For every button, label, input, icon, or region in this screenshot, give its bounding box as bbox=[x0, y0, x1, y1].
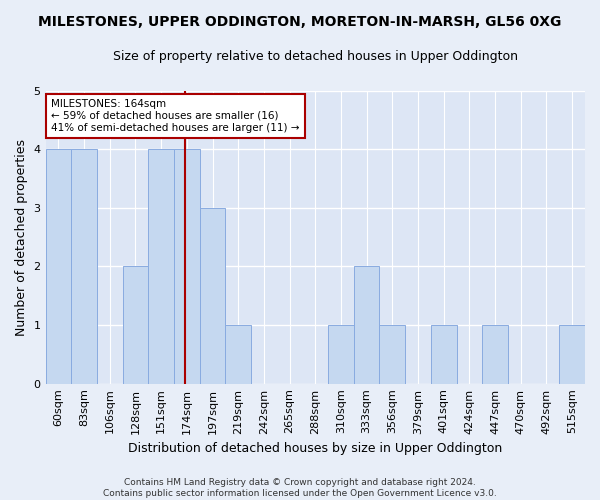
Bar bbox=[559, 325, 585, 384]
Bar bbox=[482, 325, 508, 384]
Bar bbox=[46, 149, 71, 384]
X-axis label: Distribution of detached houses by size in Upper Oddington: Distribution of detached houses by size … bbox=[128, 442, 502, 455]
Bar bbox=[148, 149, 174, 384]
Bar bbox=[379, 325, 405, 384]
Bar bbox=[174, 149, 200, 384]
Bar bbox=[431, 325, 457, 384]
Y-axis label: Number of detached properties: Number of detached properties bbox=[15, 138, 28, 336]
Bar bbox=[226, 325, 251, 384]
Bar bbox=[200, 208, 226, 384]
Title: Size of property relative to detached houses in Upper Oddington: Size of property relative to detached ho… bbox=[113, 50, 518, 63]
Bar bbox=[71, 149, 97, 384]
Text: MILESTONES: 164sqm
← 59% of detached houses are smaller (16)
41% of semi-detache: MILESTONES: 164sqm ← 59% of detached hou… bbox=[51, 100, 299, 132]
Text: MILESTONES, UPPER ODDINGTON, MORETON-IN-MARSH, GL56 0XG: MILESTONES, UPPER ODDINGTON, MORETON-IN-… bbox=[38, 15, 562, 29]
Text: Contains HM Land Registry data © Crown copyright and database right 2024.
Contai: Contains HM Land Registry data © Crown c… bbox=[103, 478, 497, 498]
Bar bbox=[122, 266, 148, 384]
Bar bbox=[354, 266, 379, 384]
Bar bbox=[328, 325, 354, 384]
